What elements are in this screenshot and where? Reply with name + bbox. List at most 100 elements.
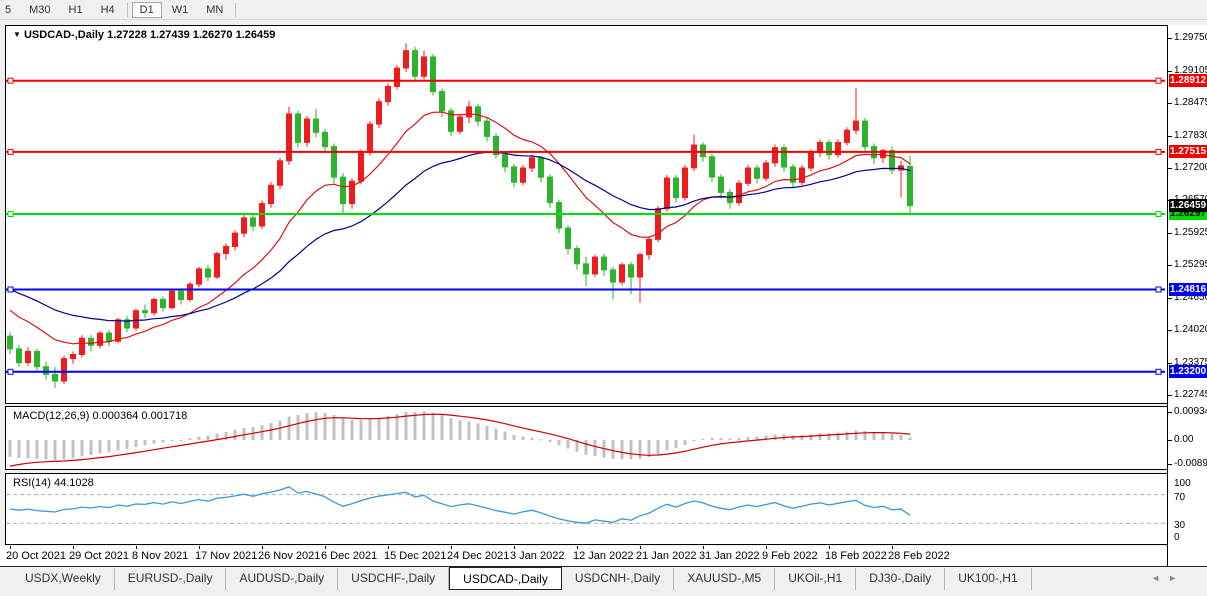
price-label-1.23200: 1.23200 — [1169, 365, 1207, 379]
macd-label: MACD(12,26,9) 0.000364 0.001718 — [13, 410, 187, 422]
date-label: 31 Jan 2022 — [699, 550, 760, 562]
price-label-1.27515: 1.27515 — [1169, 145, 1207, 159]
price-tick-label: 1.27200 — [1174, 161, 1207, 173]
date-tick-mark — [10, 546, 11, 549]
hline-handle[interactable] — [7, 77, 14, 84]
price-tick-mark — [1168, 70, 1172, 72]
macd-panel[interactable]: MACD(12,26,9) 0.000364 0.001718 — [5, 406, 1167, 470]
hline-handle[interactable] — [1155, 286, 1162, 293]
macd-tick-label: -0.00890 — [1174, 458, 1207, 469]
rsi-label: RSI(14) 44.1028 — [13, 477, 94, 489]
price-tick-label: 1.27830 — [1174, 129, 1207, 141]
timeframe-button-5[interactable]: 5 — [5, 3, 12, 16]
price-tick-mark — [1168, 102, 1172, 104]
date-tick-mark — [451, 546, 452, 549]
hline-handle[interactable] — [1155, 77, 1162, 84]
price-tick-label: 1.29105 — [1174, 64, 1207, 76]
date-tick-mark — [640, 546, 641, 549]
tab-ukoil-h1[interactable]: UKOil-,H1 — [775, 568, 857, 590]
rsi-line — [9, 486, 911, 524]
price-tick-mark — [1168, 135, 1172, 137]
macd-name: MACD(12,26,9) — [13, 410, 90, 422]
timeframe-button-MN[interactable]: MN — [206, 3, 224, 16]
hline-1.24816[interactable] — [6, 286, 1165, 293]
axis-underline — [0, 566, 1207, 567]
timeframe-button-D1[interactable]: D1 — [131, 1, 162, 18]
time-axis[interactable]: 20 Oct 2021 29 Oct 2021 8 Nov 2021 17 Nov 2… — [0, 546, 1167, 566]
tab-scroll-left-icon[interactable]: ◄ — [1151, 573, 1169, 583]
rsi-value: 44.1028 — [53, 477, 94, 489]
date-tick-mark — [892, 546, 893, 549]
price-tick-label: 1.28475 — [1174, 96, 1207, 108]
hline-handle[interactable] — [1155, 368, 1162, 375]
timeframe-button-H4[interactable]: H4 — [100, 3, 115, 16]
macd-tick-label: 0.009345 — [1174, 406, 1207, 417]
hline-1.23200[interactable] — [6, 368, 1165, 375]
price-label-1.28912: 1.28912 — [1169, 74, 1207, 88]
tab-scroll-arrows: ◄► — [1151, 573, 1185, 583]
macd-histogram — [8, 411, 912, 460]
rsi-canvas — [6, 486, 1165, 524]
tab-usdcnh-daily[interactable]: USDCNH-,Daily — [562, 568, 675, 590]
tab-xauusd-m5[interactable]: XAUUSD-,M5 — [674, 568, 776, 590]
timeframe-button-M30[interactable]: M30 — [29, 3, 51, 16]
macd-tick-label: 0.00 — [1174, 434, 1194, 445]
date-label: 20 Oct 2021 — [6, 550, 66, 562]
rsi-tick-label: 70 — [1174, 492, 1186, 503]
timeframe-toolbar: 5 M30 H1 H4 D1 W1 MN — [0, 0, 1207, 20]
hline-handle[interactable] — [7, 368, 14, 375]
hline-handle[interactable] — [7, 211, 14, 217]
hline-handle[interactable] — [7, 286, 14, 293]
price-tick-mark — [1168, 38, 1172, 39]
price-axis[interactable]: 1.297501.291051.284751.278301.272001.265… — [1167, 25, 1207, 566]
rsi-tick-label: 30 — [1174, 520, 1186, 531]
rsi-panel[interactable]: RSI(14) 44.1028 — [5, 473, 1167, 545]
main-chart-canvas[interactable] — [6, 26, 1165, 401]
symbol-dropdown-icon[interactable]: ▼ — [13, 30, 21, 39]
hline-handle[interactable] — [7, 148, 14, 155]
date-tick-mark — [325, 546, 326, 549]
ma-slow-line — [9, 151, 911, 322]
date-label: 28 Feb 2022 — [888, 550, 950, 562]
price-tick-mark — [1168, 330, 1172, 332]
hline-handle[interactable] — [1155, 211, 1162, 217]
tab-dj30-daily[interactable]: DJ30-,Daily — [856, 568, 946, 590]
macd-signal-line — [9, 413, 911, 467]
hline-handle[interactable] — [1155, 148, 1162, 155]
macd-tick-mark — [1168, 412, 1172, 413]
price-tick-label: 1.24020 — [1174, 324, 1207, 336]
hline-1.27515[interactable] — [6, 148, 1165, 155]
candles-layer — [7, 43, 913, 389]
date-label: 21 Jan 2022 — [636, 550, 697, 562]
date-tick-mark — [703, 546, 704, 549]
price-tick-mark — [1168, 297, 1172, 299]
current-price-label: 1.26459 — [1169, 199, 1207, 213]
macd-canvas — [8, 411, 912, 467]
tab-usdx-weekly[interactable]: USDX,Weekly — [12, 568, 115, 590]
hline-1.28912[interactable] — [6, 77, 1165, 84]
date-tick-mark — [388, 546, 389, 549]
timeframe-button-W1[interactable]: W1 — [171, 3, 189, 16]
tab-usdcad-daily[interactable]: USDCAD-,Daily — [449, 567, 562, 590]
tab-uk100-h1[interactable]: UK100-,H1 — [945, 568, 1032, 590]
macd-values: 0.000364 0.001718 — [92, 410, 188, 422]
date-tick-mark — [577, 546, 578, 549]
date-label: 15 Dec 2021 — [384, 550, 447, 562]
price-label-1.24816: 1.24816 — [1169, 282, 1207, 296]
price-tick-label: 1.24650 — [1174, 291, 1207, 303]
price-tick-label: 1.25295 — [1174, 259, 1207, 271]
tab-eurusd-daily[interactable]: EURUSD-,Daily — [115, 568, 227, 590]
tab-scroll-right-icon[interactable]: ► — [1168, 573, 1185, 583]
chart-tab-bar: USDX,Weekly EURUSD-,Daily AUDUSD-,Daily USD… — [0, 567, 1207, 590]
toolbar-separator — [126, 2, 128, 17]
chart-title: ▼ USDCAD-,Daily 1.27228 1.27439 1.26270 … — [13, 29, 275, 41]
date-label: 18 Feb 2022 — [825, 550, 887, 562]
date-tick-mark — [73, 546, 74, 549]
hline-1.26297[interactable] — [6, 211, 1165, 217]
date-label: 6 Dec 2021 — [321, 550, 378, 562]
timeframe-button-H1[interactable]: H1 — [68, 3, 83, 16]
main-chart-panel[interactable]: ▼ USDCAD-,Daily 1.27228 1.27439 1.26270 … — [5, 25, 1167, 404]
tab-usdchf-daily[interactable]: USDCHF-,Daily — [338, 568, 450, 590]
tab-audusd-daily[interactable]: AUDUSD-,Daily — [226, 568, 339, 590]
